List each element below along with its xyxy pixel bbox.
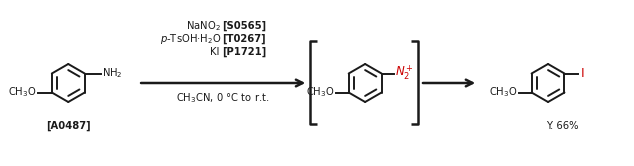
- Text: [P1721]: [P1721]: [222, 47, 266, 57]
- Text: NH$_2$: NH$_2$: [101, 67, 122, 80]
- Text: KI: KI: [210, 47, 222, 57]
- Text: Y. 66%: Y. 66%: [546, 121, 578, 131]
- Text: $p$-TsOH·H$_2$O: $p$-TsOH·H$_2$O: [160, 32, 222, 46]
- Text: NaNO$_2$: NaNO$_2$: [186, 19, 222, 33]
- Text: CH$_3$O: CH$_3$O: [306, 86, 335, 99]
- Text: I: I: [581, 67, 584, 80]
- Text: N$_2^+$: N$_2^+$: [394, 63, 413, 82]
- Text: [A0487]: [A0487]: [46, 121, 91, 131]
- Text: [T0267]: [T0267]: [222, 34, 266, 44]
- Text: CH$_3$O: CH$_3$O: [489, 86, 517, 99]
- Text: CH$_3$CN, 0 °C to r.t.: CH$_3$CN, 0 °C to r.t.: [176, 91, 270, 105]
- Text: CH$_3$O: CH$_3$O: [8, 86, 37, 99]
- Text: [S0565]: [S0565]: [222, 21, 266, 31]
